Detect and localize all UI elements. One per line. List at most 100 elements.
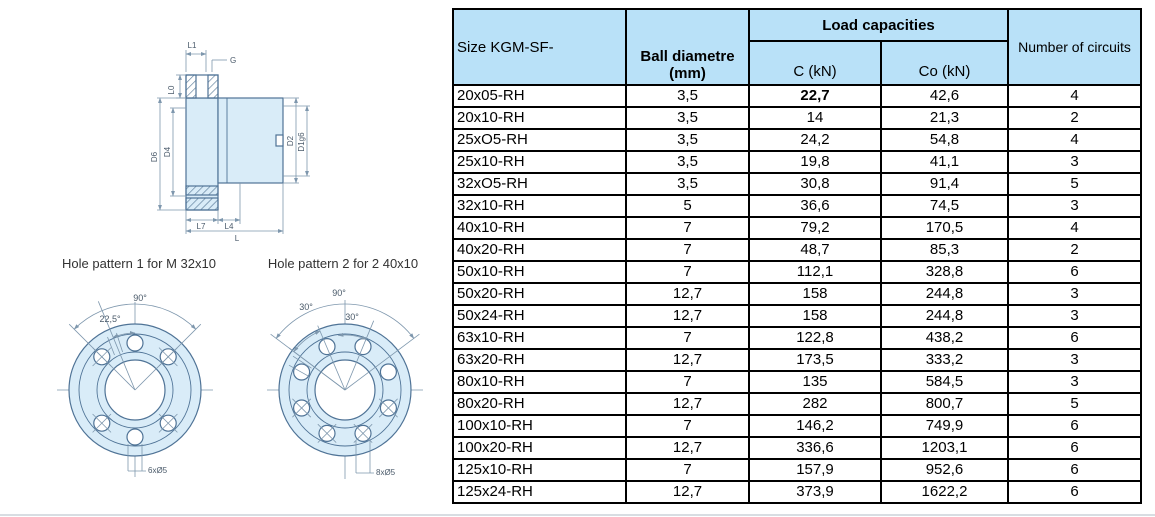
table-row: 125x10-RH 7 157,9 952,6 6: [452, 458, 1142, 482]
dim-label-l4: L4: [225, 222, 234, 231]
cell-size: 125x10-RH: [452, 458, 627, 482]
pattern1-angle-22-5-label: 22,5°: [99, 314, 121, 324]
table-row: 20x10-RH 3,5 14 21,3 2: [452, 106, 1142, 130]
pattern2-angle-90-label: 90°: [332, 288, 346, 298]
cell-circuits: 6: [1007, 458, 1142, 482]
table-row: 125x24-RH 12,7 373,9 1622,2 6: [452, 480, 1142, 504]
table-row: 50x24-RH 12,7 158 244,8 3: [452, 304, 1142, 328]
dim-label-l: L: [235, 234, 240, 243]
cell-circuits: 5: [1007, 172, 1142, 196]
table-row: 50x20-RH 12,7 158 244,8 3: [452, 282, 1142, 306]
cell-size: 100x20-RH: [452, 436, 627, 460]
cell-circuits: 4: [1007, 84, 1142, 108]
cell-size: 32x10-RH: [452, 194, 627, 218]
table-row: 40x10-RH 7 79,2 170,5 4: [452, 216, 1142, 240]
cell-co: 1622,2: [880, 480, 1009, 504]
cell-c: 14: [748, 106, 882, 130]
cell-ball: 3,5: [625, 84, 750, 108]
table-row: 32xO5-RH 3,5 30,8 91,4 5: [452, 172, 1142, 196]
page-bottom-edge: [0, 514, 1155, 516]
cell-ball: 7: [625, 238, 750, 262]
cell-c: 158: [748, 304, 882, 328]
cell-circuits: 3: [1007, 282, 1142, 306]
cell-circuits: 4: [1007, 216, 1142, 240]
dim-label-d2: D2: [286, 135, 295, 146]
cell-ball: 7: [625, 370, 750, 394]
cell-co: 74,5: [880, 194, 1009, 218]
cell-c: 36,6: [748, 194, 882, 218]
cell-ball: 12,7: [625, 480, 750, 504]
cell-circuits: 6: [1007, 326, 1142, 350]
cell-co: 438,2: [880, 326, 1009, 350]
cell-circuits: 6: [1007, 480, 1142, 504]
technical-drawings: L1 G L0 D6 D4 D2 D1g6: [57, 41, 423, 479]
cell-circuits: 3: [1007, 348, 1142, 372]
spec-table-body: 20x05-RH 3,5 22,7 42,6 4 20x10-RH 3,5 14 21,3 2 25…: [452, 84, 1142, 504]
cell-ball: 12,7: [625, 282, 750, 306]
cell-size: 50x10-RH: [452, 260, 627, 284]
table-row: 25x10-RH 3,5 19,8 41,1 3: [452, 150, 1142, 174]
table-row: 100x10-RH 7 146,2 749,9 6: [452, 414, 1142, 438]
cell-c: 30,8: [748, 172, 882, 196]
cell-size: 20x05-RH: [452, 84, 627, 108]
cell-circuits: 2: [1007, 238, 1142, 262]
hole-pattern-2-caption: Hole pattern 2 for 2 40x10: [268, 256, 418, 271]
dim-label-d6: D6: [150, 151, 159, 162]
cell-size: 125x24-RH: [452, 480, 627, 504]
header-c-kn: C (kN): [748, 40, 882, 86]
cell-ball: 3,5: [625, 172, 750, 196]
cell-circuits: 3: [1007, 370, 1142, 394]
cell-c: 135: [748, 370, 882, 394]
cell-c: 336,6: [748, 436, 882, 460]
spec-table-header: Size KGM-SF- Ball diametre (mm) Load cap…: [452, 8, 1142, 86]
cell-size: 63x20-RH: [452, 348, 627, 372]
cell-size: 25x10-RH: [452, 150, 627, 174]
header-size: Size KGM-SF-: [452, 8, 627, 86]
cell-ball: 7: [625, 216, 750, 240]
table-row: 100x20-RH 12,7 336,6 1203,1 6: [452, 436, 1142, 460]
cell-ball: 12,7: [625, 348, 750, 372]
pattern2-angle-30b-label: 30°: [345, 312, 359, 322]
pattern2-holes-label: 8xØ5: [376, 468, 396, 477]
cell-size: 40x10-RH: [452, 216, 627, 240]
cell-circuits: 4: [1007, 128, 1142, 152]
table-row: 80x20-RH 12,7 282 800,7 5: [452, 392, 1142, 416]
table-row: 80x10-RH 7 135 584,5 3: [452, 370, 1142, 394]
cell-co: 244,8: [880, 304, 1009, 328]
cell-co: 800,7: [880, 392, 1009, 416]
cell-co: 749,9: [880, 414, 1009, 438]
pattern1-angle-90-label: 90°: [133, 293, 147, 303]
cell-circuits: 6: [1007, 436, 1142, 460]
cell-co: 21,3: [880, 106, 1009, 130]
cell-ball: 7: [625, 326, 750, 350]
cell-size: 50x20-RH: [452, 282, 627, 306]
cell-c: 48,7: [748, 238, 882, 262]
hole-pattern-1-caption: Hole pattern 1 for M 32x10: [62, 256, 216, 271]
table-row: 63x10-RH 7 122,8 438,2 6: [452, 326, 1142, 350]
cell-circuits: 6: [1007, 414, 1142, 438]
cell-co: 244,8: [880, 282, 1009, 306]
cell-circuits: 6: [1007, 260, 1142, 284]
dim-label-g: G: [230, 56, 236, 65]
cell-ball: 12,7: [625, 436, 750, 460]
hole-pattern-1-drawing: 90° 22,5° 6xØ5: [57, 293, 213, 477]
cell-size: 63x10-RH: [452, 326, 627, 350]
cell-co: 42,6: [880, 84, 1009, 108]
dim-label-d4: D4: [163, 146, 172, 157]
dim-label-l0: L0: [167, 85, 176, 94]
cell-size: 32xO5-RH: [452, 172, 627, 196]
table-row: 63x20-RH 12,7 173,5 333,2 3: [452, 348, 1142, 372]
flange-nut-cross-section: L1 G L0 D6 D4 D2 D1g6: [150, 41, 310, 243]
cell-circuits: 3: [1007, 194, 1142, 218]
pattern1-holes-label: 6xØ5: [148, 466, 168, 475]
cell-c: 173,5: [748, 348, 882, 372]
table-row: 40x20-RH 7 48,7 85,3 2: [452, 238, 1142, 262]
cell-circuits: 2: [1007, 106, 1142, 130]
pattern2-angle-30a-label: 30°: [299, 302, 313, 312]
table-row: 25xO5-RH 3,5 24,2 54,8 4: [452, 128, 1142, 152]
header-ball-line1: Ball diametre: [640, 48, 735, 65]
cell-co: 328,8: [880, 260, 1009, 284]
spec-table: Size KGM-SF- Ball diametre (mm) Load cap…: [452, 8, 1142, 504]
cell-ball: 3,5: [625, 106, 750, 130]
cell-c: 157,9: [748, 458, 882, 482]
